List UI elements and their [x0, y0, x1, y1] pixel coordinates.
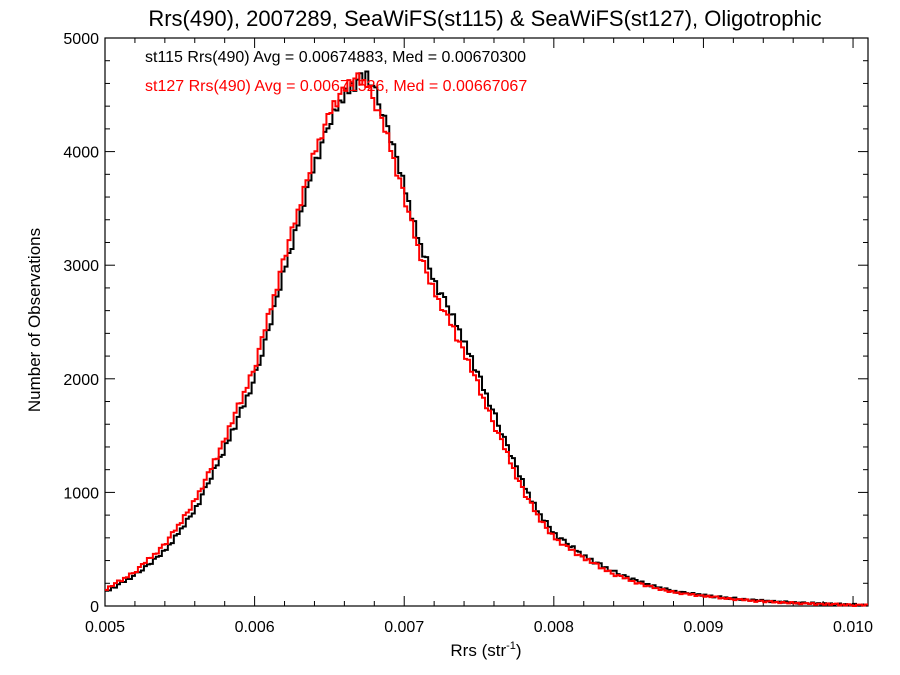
- x-tick-label: 0.010: [833, 619, 873, 636]
- x-axis-label-end: ): [516, 641, 522, 660]
- plot-frame: [104, 37, 869, 607]
- y-tick-label: 1000: [63, 485, 99, 502]
- y-tick-label: 4000: [63, 145, 99, 162]
- chart-title: Rrs(490), 2007289, SeaWiFS(st115) & SeaW…: [148, 6, 821, 31]
- x-axis-label-superscript: -1: [506, 640, 516, 652]
- x-axis-ticks: 0.005 0.006 0.007 0.008 0.009 0.010: [85, 38, 873, 636]
- series-st115-line: [105, 70, 868, 607]
- x-tick-label: 0.009: [683, 619, 723, 636]
- x-tick-label: 0.005: [85, 619, 125, 636]
- x-axis-label-main: Rrs (str: [450, 641, 506, 660]
- annotation-st115: st115 Rrs(490) Avg = 0.00674883, Med = 0…: [145, 49, 526, 66]
- series-layer: [105, 70, 868, 607]
- y-tick-label: 0: [90, 599, 99, 616]
- series-st127-line: [105, 72, 868, 607]
- y-axis-label: Number of Observations: [25, 228, 44, 412]
- x-axis-label: Rrs (str-1): [450, 640, 521, 660]
- y-tick-label: 2000: [63, 372, 99, 389]
- y-tick-label: 3000: [63, 258, 99, 275]
- y-axis-ticks: 0 1000 2000 3000 4000 5000: [63, 31, 868, 616]
- x-tick-label: 0.006: [235, 619, 275, 636]
- y-tick-label: 5000: [63, 31, 99, 48]
- x-tick-label: 0.008: [534, 619, 574, 636]
- x-tick-label: 0.007: [384, 619, 424, 636]
- annotation-st127: st127 Rrs(490) Avg = 0.00671526, Med = 0…: [145, 78, 527, 95]
